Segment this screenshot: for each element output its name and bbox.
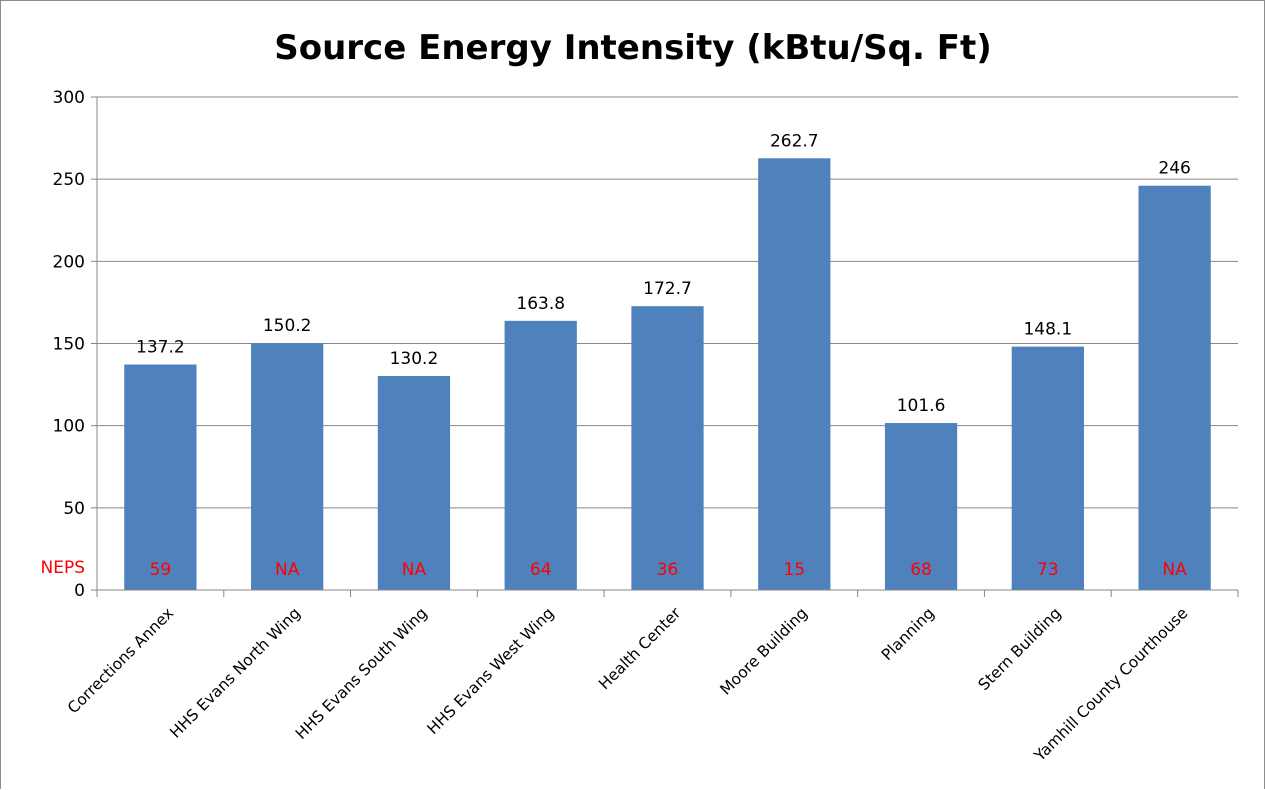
axes xyxy=(91,96,1239,597)
y-tick-label: 200 xyxy=(53,252,85,272)
y-tick-label: 250 xyxy=(53,170,85,190)
category-label: Yamhill County Courthouse xyxy=(1030,604,1191,765)
neps-value: 59 xyxy=(150,560,172,580)
bar xyxy=(631,306,704,590)
category-label: HHS Evans West Wing xyxy=(424,604,558,738)
bar xyxy=(1138,185,1211,591)
data-label: 246 xyxy=(1158,159,1190,179)
data-label: 163.8 xyxy=(516,294,565,314)
bar xyxy=(377,376,451,590)
data-label: 130.2 xyxy=(390,349,439,369)
y-tick-label: 150 xyxy=(53,335,85,355)
y-tick-label: 100 xyxy=(53,417,85,437)
bar xyxy=(758,158,831,590)
category-label: HHS Evans South Wing xyxy=(292,604,431,743)
category-label: Health Center xyxy=(595,604,685,694)
category-label: Stern Building xyxy=(975,604,1065,694)
y-tick-label: 50 xyxy=(63,499,85,519)
data-label: 262.7 xyxy=(770,131,819,151)
neps-value: NA xyxy=(275,560,300,580)
chart-title: Source Energy Intensity (kBtu/Sq. Ft) xyxy=(274,28,992,68)
neps-value: 15 xyxy=(783,560,805,580)
data-label: 148.1 xyxy=(1023,320,1072,340)
category-label: HHS Evans North Wing xyxy=(166,604,304,742)
neps-value: NA xyxy=(1162,560,1187,580)
neps-value: 64 xyxy=(530,560,552,580)
bar xyxy=(124,364,197,590)
category-label: Planning xyxy=(878,604,938,664)
neps-value: NA xyxy=(402,560,427,580)
y-tick-label: 300 xyxy=(53,88,85,108)
neps-row-label: NEPS xyxy=(40,558,85,578)
data-label: 172.7 xyxy=(643,279,692,299)
category-label: Moore Building xyxy=(717,604,812,699)
category-label: Corrections Annex xyxy=(64,604,177,717)
bar xyxy=(251,343,324,590)
data-label: 137.2 xyxy=(136,338,185,358)
y-tick-label: 0 xyxy=(74,581,85,601)
bar xyxy=(1011,346,1084,590)
neps-value: 73 xyxy=(1037,560,1059,580)
bars xyxy=(124,158,1211,591)
bar xyxy=(504,320,577,590)
neps-value: 68 xyxy=(910,560,932,580)
neps-value: 36 xyxy=(657,560,679,580)
data-label: 101.6 xyxy=(897,396,946,416)
data-label: 150.2 xyxy=(263,316,312,336)
bar xyxy=(884,423,958,590)
